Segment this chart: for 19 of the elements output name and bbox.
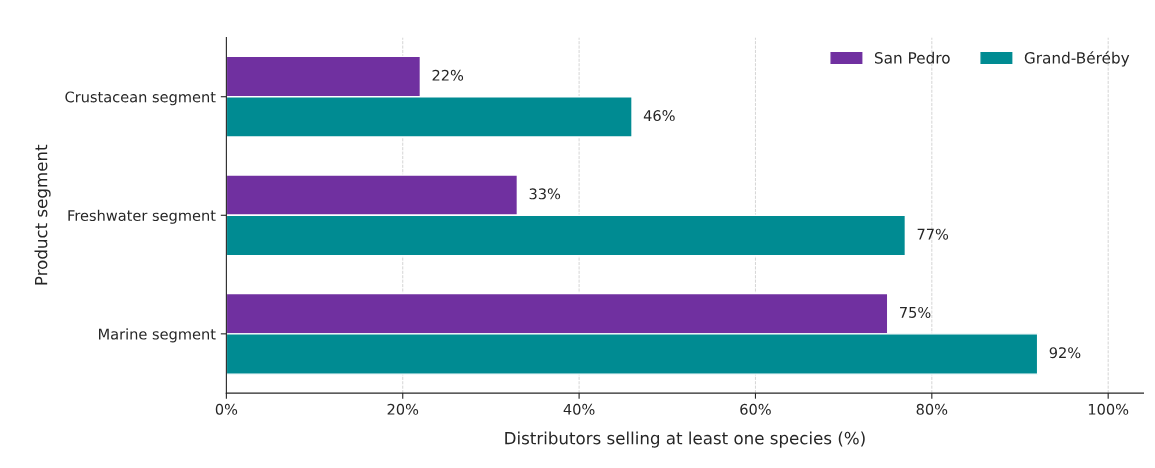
x-tick-label: 60%	[740, 403, 771, 415]
legend-label: Grand-Béréby	[1024, 51, 1130, 67]
y-tick-label: Freshwater segment	[68, 209, 216, 224]
x-tick-label: 0%	[215, 403, 238, 415]
x-tick-label: 100%	[1088, 403, 1129, 415]
x-tick-label: 40%	[563, 403, 595, 415]
data-label: 22%	[432, 69, 464, 81]
data-label: 75%	[900, 306, 931, 318]
x-axis-title: Distributors selling at least one species (%)	[505, 431, 865, 448]
y-tick-label: Marine segment	[99, 328, 216, 343]
legend-label: San Pedro	[874, 51, 950, 64]
y-tick-label: Crustacean segment	[65, 91, 216, 106]
data-label: 77%	[917, 228, 949, 240]
y-axis-title: Product segment	[34, 144, 51, 285]
x-tick-label: 20%	[387, 403, 419, 415]
data-label: 46%	[643, 110, 675, 122]
data-label: 92%	[1049, 347, 1081, 359]
data-label: 33%	[529, 188, 561, 200]
x-tick-label: 80%	[916, 403, 948, 415]
